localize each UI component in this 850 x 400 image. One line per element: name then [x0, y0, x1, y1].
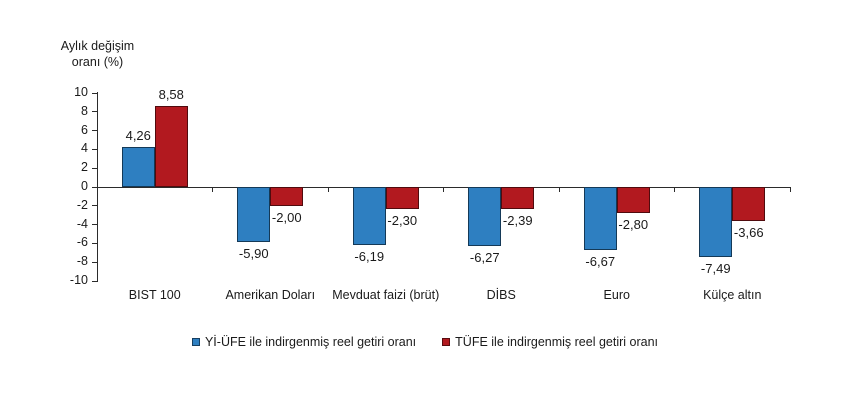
- value-label: -5,90: [238, 246, 269, 262]
- bar: [352, 187, 386, 246]
- bar: [270, 187, 304, 206]
- bar: [385, 187, 419, 209]
- y-axis-tick: [92, 186, 97, 188]
- x-axis-tick: [558, 187, 560, 192]
- legend-swatch-tufe-icon: [442, 338, 451, 346]
- y-axis-title: Aylık değişim oranı (%): [40, 38, 155, 70]
- legend-label-yi-ufe: Yİ-ÜFE ile indirgenmiş reel getiri oranı: [204, 335, 417, 349]
- y-axis-tick-label: -4: [76, 216, 88, 231]
- category-label: Külçe altın: [703, 288, 762, 302]
- x-axis-tick: [789, 187, 791, 192]
- legend-item-tufe: TÜFE ile indirgenmiş reel getiri oranı: [442, 335, 658, 349]
- bar: [154, 106, 188, 187]
- y-axis-tick: [92, 130, 97, 132]
- y-axis-tick: [92, 148, 97, 150]
- bar: [121, 146, 155, 187]
- category-label: Mevduat faizi (brüt): [332, 288, 440, 302]
- y-axis-tick: [92, 205, 97, 207]
- legend-label-tufe: TÜFE ile indirgenmiş reel getiri oranı: [455, 335, 659, 349]
- value-label: 4,26: [125, 127, 151, 143]
- bar: [732, 187, 766, 222]
- y-axis-tick: [92, 224, 97, 226]
- y-axis-tick: [92, 280, 97, 282]
- value-label: -2,80: [618, 217, 649, 233]
- y-axis-tick-label: -8: [76, 254, 88, 269]
- bar: [237, 187, 271, 243]
- category-label: Euro: [603, 288, 630, 302]
- value-label: -6,27: [469, 249, 500, 265]
- y-axis-tick: [92, 261, 97, 263]
- y-axis-tick: [92, 167, 97, 169]
- x-axis-tick: [443, 187, 444, 192]
- y-axis-tick: [92, 111, 97, 113]
- x-axis-tick: [96, 187, 98, 192]
- legend: Yİ-ÜFE ile indirgenmiş reel getiri oranı…: [0, 335, 850, 349]
- x-axis-tick: [327, 187, 329, 192]
- y-axis-tick-label: -10: [69, 273, 88, 287]
- y-axis-tick-label: 6: [81, 122, 88, 137]
- y-axis-title-line1: Aylık değişim: [60, 39, 135, 53]
- category-label: BIST 100: [128, 288, 181, 302]
- bar: [616, 187, 650, 214]
- value-label: -2,39: [502, 213, 533, 229]
- x-axis-tick: [674, 187, 675, 192]
- y-axis-tick: [92, 242, 97, 244]
- value-label: -7,49: [700, 261, 731, 277]
- x-axis-line: [97, 187, 791, 188]
- y-axis-tick-label: 2: [81, 160, 88, 175]
- bar: [468, 187, 502, 246]
- bar: [501, 187, 535, 210]
- value-label: 8,58: [158, 87, 184, 103]
- category-label: DİBS: [486, 288, 516, 302]
- y-axis-tick-label: 4: [81, 141, 88, 156]
- value-label: -6,67: [585, 253, 616, 269]
- value-label: -2,00: [271, 209, 302, 225]
- category-label: Amerikan Doları: [225, 288, 316, 302]
- value-label: -3,66: [733, 225, 764, 241]
- value-label: -2,30: [387, 212, 418, 228]
- y-axis-tick-label: -6: [76, 235, 88, 250]
- bar: [583, 187, 617, 250]
- legend-swatch-yi-ufe-icon: [191, 338, 200, 346]
- y-axis-title-line2: oranı (%): [71, 55, 124, 69]
- y-axis-tick: [92, 92, 97, 94]
- y-axis-tick-label: 0: [81, 179, 88, 193]
- legend-item-yi-ufe: Yİ-ÜFE ile indirgenmiş reel getiri oranı: [191, 335, 417, 349]
- value-label: -6,19: [354, 249, 385, 265]
- y-axis-tick-label: 10: [74, 85, 88, 99]
- bar: [699, 187, 733, 258]
- y-axis-tick-label: -2: [76, 197, 88, 212]
- x-axis-tick: [212, 187, 213, 192]
- y-axis-tick-label: 8: [81, 103, 88, 118]
